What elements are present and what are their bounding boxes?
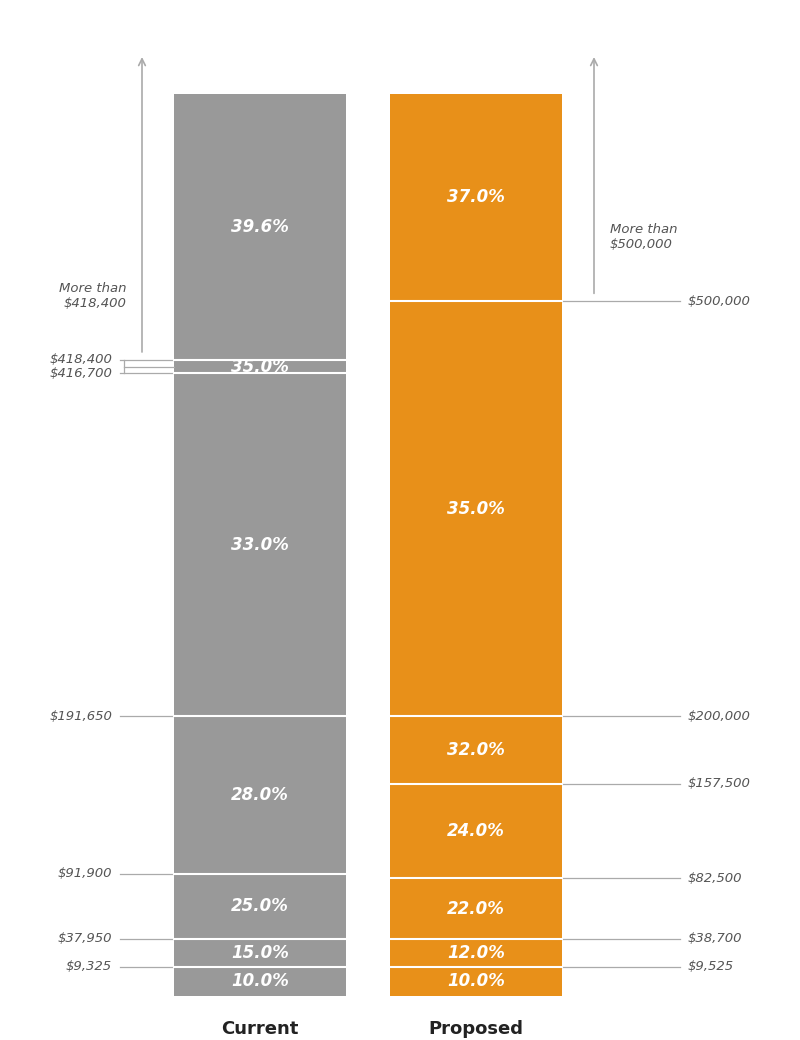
Text: $191,650: $191,650 [49,709,112,723]
Text: 10.0%: 10.0% [447,972,505,990]
Text: More than
$500,000: More than $500,000 [610,223,678,251]
Text: 12.0%: 12.0% [447,943,505,962]
Bar [390,716,562,784]
Text: $9,325: $9,325 [66,960,112,973]
Text: 24.0%: 24.0% [447,822,505,840]
Text: Proposed: Proposed [429,1020,523,1038]
Bar [174,94,346,360]
Text: 39.6%: 39.6% [231,217,289,236]
Text: Current: Current [222,1020,298,1038]
Bar [174,360,346,373]
Bar [390,879,562,939]
Text: $9,525: $9,525 [688,960,734,973]
Bar [390,302,562,716]
Bar [390,784,562,879]
Bar [390,939,562,967]
Text: $157,500: $157,500 [688,777,751,790]
Text: $82,500: $82,500 [688,872,742,885]
Bar [174,967,346,995]
Text: $500,000: $500,000 [688,294,751,308]
Text: 35.0%: 35.0% [447,499,505,518]
Bar [390,967,562,995]
Text: 35.0%: 35.0% [231,358,289,375]
Text: $37,950: $37,950 [58,932,112,945]
Bar [174,716,346,874]
Text: 33.0%: 33.0% [231,536,289,553]
Text: $200,000: $200,000 [688,709,751,723]
Text: 15.0%: 15.0% [231,943,289,962]
Text: 28.0%: 28.0% [231,786,289,804]
Bar [174,373,346,716]
Bar [174,939,346,967]
Text: $38,700: $38,700 [688,932,742,945]
Text: 22.0%: 22.0% [447,900,505,917]
Text: 25.0%: 25.0% [231,898,289,915]
Bar [390,94,562,302]
Text: 37.0%: 37.0% [447,188,505,206]
Text: More than
$418,400: More than $418,400 [58,282,126,310]
Text: $416,700: $416,700 [49,367,112,380]
Text: 10.0%: 10.0% [231,972,289,990]
Text: $418,400: $418,400 [49,354,112,366]
Text: $91,900: $91,900 [58,867,112,881]
Bar [174,874,346,939]
Text: 32.0%: 32.0% [447,740,505,759]
